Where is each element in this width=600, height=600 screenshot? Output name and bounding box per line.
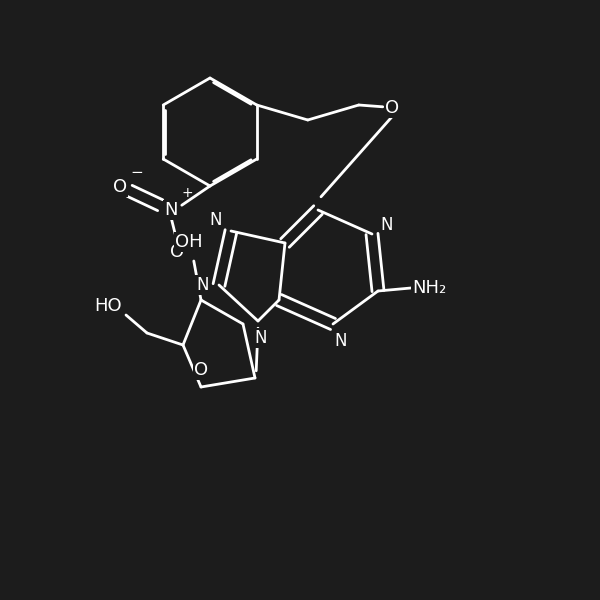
Text: N: N <box>334 332 346 350</box>
Text: +: + <box>182 186 194 200</box>
Text: N: N <box>381 216 393 234</box>
Text: O: O <box>113 178 127 196</box>
Text: N: N <box>164 201 178 219</box>
Text: −: − <box>130 165 143 180</box>
Text: N: N <box>255 329 267 347</box>
Text: NH₂: NH₂ <box>412 279 446 297</box>
Text: O: O <box>170 243 184 261</box>
Text: N: N <box>196 276 208 294</box>
Text: N: N <box>210 211 222 229</box>
Text: OH: OH <box>175 233 203 251</box>
Text: O: O <box>194 361 208 379</box>
Text: HO: HO <box>94 297 122 315</box>
Text: O: O <box>385 99 399 117</box>
